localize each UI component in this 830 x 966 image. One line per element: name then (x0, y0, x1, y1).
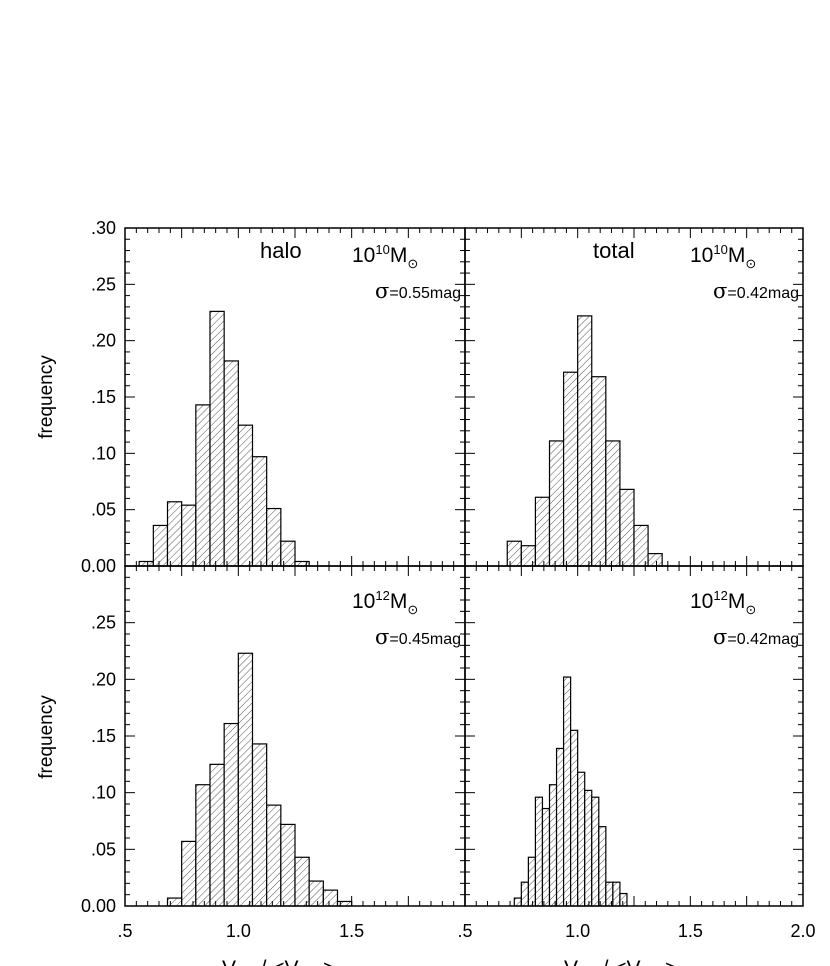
y-axis-label-top: frequency (36, 355, 57, 439)
histogram-bar (237, 424, 254, 567)
histogram-bar (534, 496, 551, 567)
histogram-bar (166, 897, 183, 907)
histogram-bar (280, 823, 296, 907)
histogram-bar (237, 652, 254, 907)
histogram-bar (612, 881, 621, 907)
y-tick-label-top: 0.00 (81, 556, 116, 576)
y-tick-label-bottom: .15 (91, 726, 116, 746)
histogram-bar (591, 376, 607, 567)
histogram-bar (633, 524, 649, 567)
x-tick-label-right: .5 (457, 921, 472, 941)
histogram-bar (591, 796, 600, 907)
histogram-bar (223, 722, 239, 907)
x-tick-label-right: 2.0 (790, 921, 815, 941)
y-tick-label-top: .15 (91, 387, 116, 407)
histogram-bar (598, 826, 607, 907)
y-tick-label-top: .20 (91, 331, 116, 351)
histogram-bar (584, 789, 593, 907)
histogram-bar (209, 310, 225, 567)
mass-label: 1010M⊙ (690, 242, 756, 271)
histogram-bar (555, 747, 565, 907)
histogram-bar (181, 840, 197, 907)
sigma-label: σ=0.42mag (713, 279, 799, 303)
histogram-bar (506, 540, 522, 567)
panel-top-left (138, 310, 310, 567)
y-tick-label-top: .05 (91, 500, 116, 520)
mass-label: 1012M⊙ (690, 588, 756, 617)
histogram-bar (280, 540, 296, 567)
mass-label: 1012M⊙ (352, 588, 418, 617)
histogram-bar (266, 804, 282, 907)
y-tick-label-top: .10 (91, 443, 116, 463)
panel-top-right (506, 315, 663, 567)
histogram-bar (527, 856, 537, 907)
histogram-bar (577, 315, 593, 567)
y-tick-label-top: .25 (91, 274, 116, 294)
y-tick-label-bottom: 0.00 (81, 896, 116, 916)
frames-layer (124, 227, 804, 907)
histogram-bar (308, 880, 324, 907)
histogram-bar (619, 892, 628, 907)
histogram-bar (562, 371, 579, 567)
x-tick-label-right: 1.5 (678, 921, 703, 941)
panel-label: halo (260, 238, 302, 263)
histogram-bar (223, 360, 239, 567)
panel-bottom-right (513, 676, 628, 907)
sigma-label: σ=0.45mag (375, 625, 461, 649)
sigma-label: σ=0.42mag (713, 625, 799, 649)
histogram-bar (520, 545, 537, 567)
panel-label: total (593, 238, 635, 263)
panel-frame (464, 565, 804, 907)
histogram-bar (541, 807, 551, 907)
histogram-bar (322, 889, 339, 907)
histogram-bar (548, 440, 565, 567)
y-axis-label-bottom: frequency (36, 695, 57, 779)
x-tick-label-left: .5 (117, 921, 132, 941)
mass-label: 1010M⊙ (352, 242, 418, 271)
histogram-bar (294, 856, 310, 907)
x-tick-label-left: 1.0 (226, 921, 251, 941)
histogram-bar (266, 507, 282, 567)
sigma-label: σ=0.55mag (375, 279, 461, 303)
histogram-bar (251, 743, 268, 907)
histogram-bar (195, 784, 211, 907)
histogram-bar (605, 440, 621, 567)
histogram-bar (534, 796, 544, 907)
panel-bottom-left (166, 652, 353, 907)
histogram-bar (166, 501, 183, 567)
histogram-bar (577, 771, 586, 907)
x-tick-label-left: 1.5 (339, 921, 364, 941)
y-tick-label-bottom: .10 (91, 783, 116, 803)
labels-layer: halo 1010M⊙ σ=0.55mag total 1010M⊙ σ=0.42mag 1… (81, 218, 816, 941)
x-axis-label-right: Vmax/ <Vmax> (564, 957, 677, 966)
histogram-bar (570, 729, 579, 907)
histogram-bar (209, 763, 225, 907)
y-tick-label-bottom: .25 (91, 613, 116, 633)
histogram-bar (251, 456, 268, 567)
histogram-bar (619, 488, 635, 567)
histogram-bar (562, 676, 572, 907)
histogram-bar (195, 404, 211, 567)
x-axis-label-left: Vmax/ <Vmax> (222, 957, 335, 966)
histogram-bar (152, 524, 169, 567)
histogram-bar (513, 897, 522, 907)
histogram-bar (647, 553, 663, 567)
y-tick-label-bottom: .20 (91, 669, 116, 689)
histogram-bar (181, 504, 197, 567)
histogram-bar (548, 784, 558, 907)
histogram-bar (520, 881, 529, 907)
x-tick-label-right: 1.0 (565, 921, 590, 941)
y-tick-label-top: .30 (91, 218, 116, 238)
y-tick-label-bottom: .05 (91, 839, 116, 859)
